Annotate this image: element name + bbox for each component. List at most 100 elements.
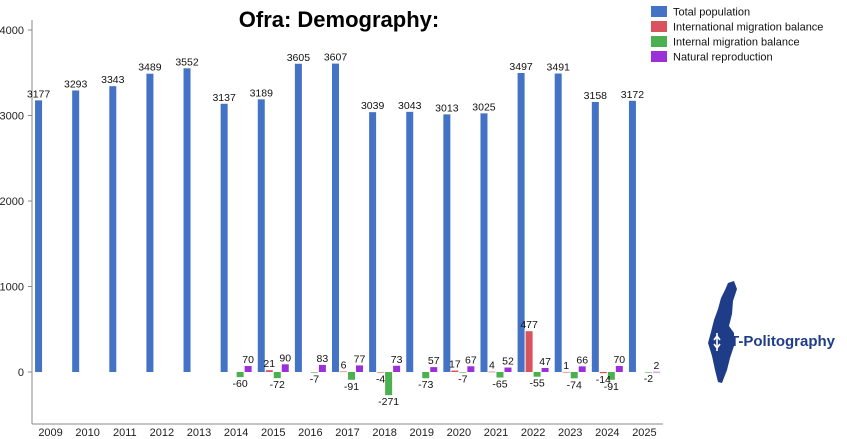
label-total-population: 3489 bbox=[138, 62, 162, 74]
bar-international-migration bbox=[451, 370, 459, 372]
bar-internal-migration bbox=[533, 372, 541, 377]
x-tick-label: 2023 bbox=[558, 427, 582, 439]
label-internal-migration: -91 bbox=[604, 381, 619, 393]
bar-total-population bbox=[294, 63, 302, 373]
label-total-population: 3491 bbox=[547, 62, 571, 74]
bar-internal-migration bbox=[570, 372, 578, 379]
legend-swatch bbox=[651, 51, 667, 62]
legend-swatch bbox=[651, 36, 667, 47]
label-internal-migration: -2 bbox=[644, 373, 653, 385]
label-total-population: 3039 bbox=[361, 100, 385, 112]
label-international-migration: 21 bbox=[263, 358, 275, 370]
label-total-population: 3025 bbox=[472, 101, 496, 113]
bar-total-population bbox=[554, 73, 562, 372]
bar-internal-migration bbox=[422, 372, 430, 379]
bar-total-population bbox=[146, 73, 154, 373]
label-total-population: 3343 bbox=[101, 74, 125, 86]
data-labels: 3177 3293 3343 3489 3552 3137 3189 3605 3607 3039… bbox=[27, 52, 660, 409]
x-tick-label: 2020 bbox=[447, 427, 471, 439]
bar-total-population bbox=[183, 68, 191, 372]
label-natural-reproduction: 52 bbox=[502, 356, 514, 368]
label-natural-reproduction: 70 bbox=[613, 354, 625, 366]
bar-natural-reproduction bbox=[541, 367, 549, 372]
bar-total-population bbox=[480, 113, 488, 373]
y-tick-label: 1000 bbox=[0, 282, 24, 294]
bar-natural-reproduction bbox=[615, 366, 623, 372]
legend-label: Natural reproduction bbox=[673, 52, 773, 64]
bar-natural-reproduction bbox=[318, 364, 326, 372]
bar-natural-reproduction bbox=[504, 367, 512, 372]
bar-total-population bbox=[35, 100, 43, 372]
bar-international-migration bbox=[340, 371, 347, 373]
logo-text: T-Politography bbox=[730, 333, 836, 350]
bar-total-population bbox=[220, 103, 228, 372]
bars bbox=[35, 63, 660, 396]
bar-natural-reproduction bbox=[652, 371, 660, 373]
label-internal-migration: -271 bbox=[378, 396, 399, 408]
y-tick-label: 0 bbox=[18, 367, 24, 379]
label-international-migration: 1 bbox=[563, 360, 569, 372]
label-total-population: 3605 bbox=[287, 52, 311, 64]
bar-natural-reproduction bbox=[244, 366, 252, 372]
bar-total-population bbox=[332, 63, 339, 372]
label-internal-migration: -60 bbox=[233, 378, 248, 390]
y-tick-label: 3000 bbox=[0, 111, 24, 123]
label-total-population: 3043 bbox=[398, 100, 422, 112]
x-tick-label: 2022 bbox=[521, 427, 545, 439]
label-natural-reproduction: 90 bbox=[279, 352, 291, 364]
legend-swatch bbox=[651, 21, 667, 32]
label-international-migration: 477 bbox=[520, 319, 538, 331]
bar-natural-reproduction bbox=[356, 365, 363, 372]
label-total-population: 3293 bbox=[64, 78, 88, 90]
axes bbox=[31, 20, 663, 425]
israel-map-icon bbox=[708, 281, 737, 383]
x-tick-label: 2012 bbox=[150, 427, 174, 439]
label-internal-migration: -7 bbox=[310, 374, 319, 386]
bar-internal-migration bbox=[273, 372, 281, 379]
y-tick-label: 4000 bbox=[0, 25, 24, 37]
y-tick-label: 2000 bbox=[0, 196, 24, 208]
bar-total-population bbox=[257, 99, 265, 372]
bar-international-migration bbox=[488, 371, 496, 373]
label-total-population: 3189 bbox=[250, 87, 274, 99]
label-natural-reproduction: 73 bbox=[391, 354, 403, 366]
label-total-population: 3137 bbox=[212, 92, 236, 104]
label-natural-reproduction: 77 bbox=[354, 353, 366, 365]
label-total-population: 3158 bbox=[584, 90, 608, 102]
x-tick-label: 2024 bbox=[595, 427, 619, 439]
bar-international-migration bbox=[525, 331, 533, 372]
label-international-migration: -14 bbox=[596, 374, 611, 386]
label-internal-migration: -7 bbox=[458, 374, 467, 386]
chart-title: Ofra: Demography: bbox=[239, 7, 439, 32]
bar-total-population bbox=[628, 100, 636, 372]
x-tick-label: 2011 bbox=[113, 427, 137, 439]
bar-international-migration bbox=[377, 372, 385, 373]
label-total-population: 3013 bbox=[435, 102, 459, 114]
x-tick-label: 2014 bbox=[224, 427, 248, 439]
bar-internal-migration bbox=[496, 372, 504, 378]
label-internal-migration: -91 bbox=[344, 381, 359, 393]
bar-total-population bbox=[443, 114, 451, 373]
bar-international-migration bbox=[265, 370, 273, 372]
bar-internal-migration bbox=[236, 372, 244, 378]
bar-total-population bbox=[369, 112, 377, 372]
bar-internal-migration bbox=[607, 372, 615, 380]
bar-total-population bbox=[517, 73, 525, 372]
bar-internal-migration bbox=[348, 372, 355, 380]
legend-label: Total population bbox=[673, 7, 750, 19]
label-international-migration: 4 bbox=[489, 360, 495, 372]
bar-total-population bbox=[406, 111, 414, 373]
label-internal-migration: -72 bbox=[270, 379, 285, 391]
label-international-migration: 17 bbox=[449, 359, 461, 371]
label-natural-reproduction: 47 bbox=[539, 356, 551, 368]
legend: Total population International migration … bbox=[651, 6, 823, 64]
x-tick-label: 2018 bbox=[372, 427, 396, 439]
x-tick-label: 2025 bbox=[632, 427, 656, 439]
bar-natural-reproduction bbox=[281, 364, 289, 372]
label-internal-migration: -74 bbox=[567, 379, 582, 391]
bar-total-population bbox=[109, 86, 117, 373]
label-internal-migration: -55 bbox=[529, 378, 544, 390]
plane-icon bbox=[713, 333, 721, 351]
bar-international-migration bbox=[599, 372, 607, 374]
